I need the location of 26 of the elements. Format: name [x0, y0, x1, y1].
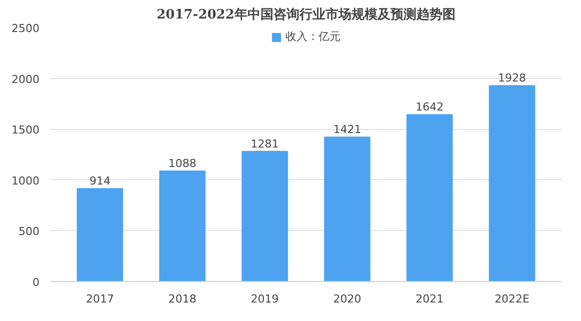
x-tick-label: 2019	[250, 292, 279, 306]
data-label: 1088	[168, 156, 196, 170]
y-tick-label: 1500	[12, 124, 40, 137]
y-tick-label: 2000	[12, 72, 40, 86]
bar	[488, 85, 536, 282]
chart-title: 2017-2022年中国咨询行业市场规模及预测趋势图	[156, 6, 456, 22]
bar	[406, 114, 453, 282]
data-label: 914	[89, 174, 110, 188]
x-tick-label: 2018	[168, 292, 196, 306]
data-label: 1928	[498, 72, 526, 85]
data-label: 1642	[416, 100, 444, 114]
legend-label: 收入：亿元	[286, 29, 340, 44]
y-tick-label: 1000	[12, 174, 40, 188]
y-tick-label: 0	[32, 276, 40, 289]
bar	[242, 150, 288, 282]
y-tick-label: 2500	[12, 22, 40, 35]
x-tick-label: 2021	[416, 292, 444, 306]
x-tick-label: 2017	[86, 292, 114, 306]
bar	[324, 136, 370, 282]
bar	[76, 188, 124, 282]
bar	[159, 170, 206, 282]
data-label: 1421	[333, 123, 362, 136]
y-tick-label: 500	[18, 225, 40, 238]
x-tick-label: 2020	[333, 292, 362, 306]
data-label: 1281	[250, 137, 279, 150]
x-tick-label: 2022E	[494, 292, 530, 306]
